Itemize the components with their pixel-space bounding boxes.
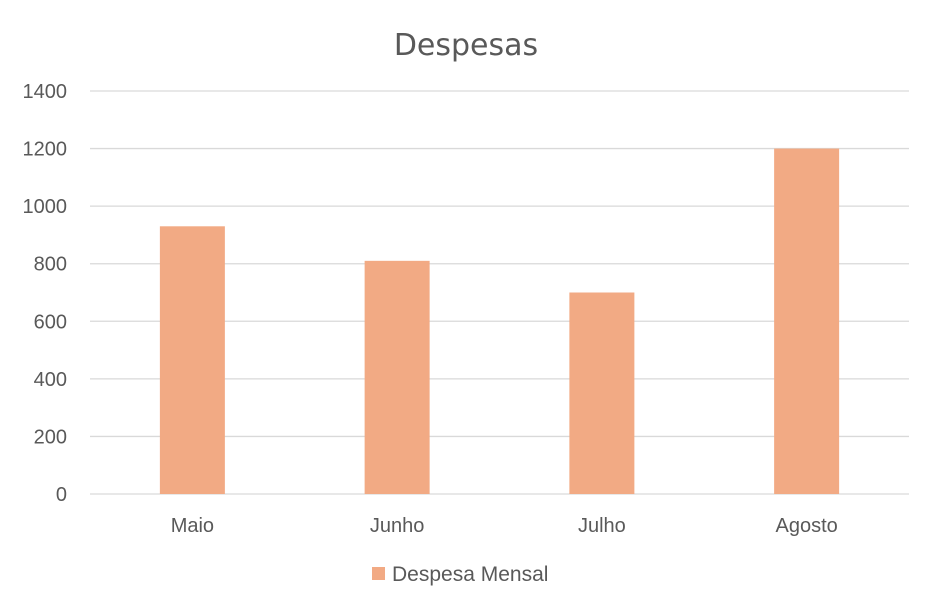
gridlines <box>90 90 909 495</box>
x-axis-ticks: Maio Junho Julho Agosto <box>171 515 838 537</box>
x-tick-label: Maio <box>171 515 214 537</box>
y-axis-ticks: 0 200 400 600 800 1000 1200 1400 <box>23 81 68 506</box>
y-tick-label: 0 <box>56 484 67 506</box>
y-tick-label: 1200 <box>23 139 68 161</box>
bar-junho <box>364 260 430 494</box>
chart-title: Despesas <box>394 28 538 63</box>
y-tick-label: 600 <box>34 311 67 333</box>
bar-agosto <box>774 148 840 495</box>
y-tick-label: 400 <box>34 369 67 391</box>
legend-label: Despesa Mensal <box>392 563 548 586</box>
bar-maio <box>159 226 225 495</box>
legend: Despesa Mensal <box>372 563 548 586</box>
bar-julho <box>569 292 635 494</box>
y-tick-label: 1000 <box>23 196 68 218</box>
y-tick-label: 1400 <box>23 81 68 103</box>
x-tick-label: Julho <box>578 515 626 537</box>
y-tick-label: 800 <box>34 254 67 276</box>
x-tick-label: Junho <box>370 515 425 537</box>
bars <box>159 148 840 495</box>
x-tick-label: Agosto <box>775 515 837 537</box>
legend-swatch <box>372 567 385 580</box>
y-tick-label: 200 <box>34 426 67 448</box>
